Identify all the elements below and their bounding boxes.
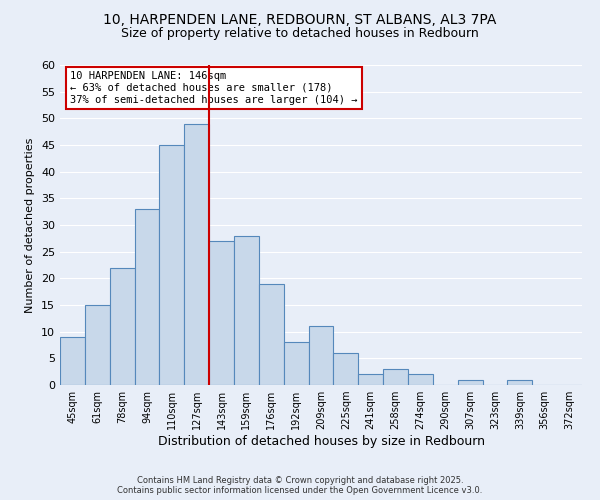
- Bar: [259, 284, 284, 385]
- Text: Contains HM Land Registry data © Crown copyright and database right 2025.
Contai: Contains HM Land Registry data © Crown c…: [118, 476, 482, 495]
- Bar: [209, 241, 234, 385]
- Bar: [358, 374, 383, 385]
- Bar: [284, 342, 308, 385]
- Bar: [508, 380, 532, 385]
- Text: 10 HARPENDEN LANE: 146sqm
← 63% of detached houses are smaller (178)
37% of semi: 10 HARPENDEN LANE: 146sqm ← 63% of detac…: [70, 72, 358, 104]
- Bar: [408, 374, 433, 385]
- Bar: [160, 145, 184, 385]
- X-axis label: Distribution of detached houses by size in Redbourn: Distribution of detached houses by size …: [157, 435, 485, 448]
- Bar: [234, 236, 259, 385]
- Text: 10, HARPENDEN LANE, REDBOURN, ST ALBANS, AL3 7PA: 10, HARPENDEN LANE, REDBOURN, ST ALBANS,…: [103, 12, 497, 26]
- Bar: [60, 337, 85, 385]
- Bar: [85, 305, 110, 385]
- Bar: [110, 268, 134, 385]
- Bar: [334, 353, 358, 385]
- Bar: [134, 209, 160, 385]
- Y-axis label: Number of detached properties: Number of detached properties: [25, 138, 35, 312]
- Bar: [383, 369, 408, 385]
- Bar: [308, 326, 334, 385]
- Bar: [184, 124, 209, 385]
- Text: Size of property relative to detached houses in Redbourn: Size of property relative to detached ho…: [121, 28, 479, 40]
- Bar: [458, 380, 482, 385]
